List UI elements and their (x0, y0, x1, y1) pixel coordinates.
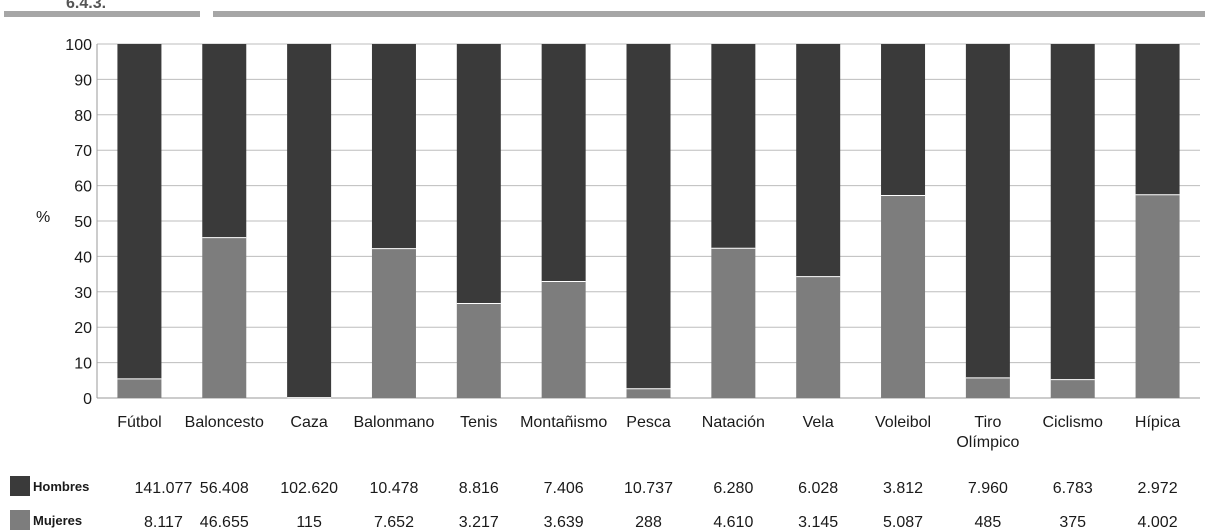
bar-hombres (965, 44, 1010, 378)
table-cell: 10.478 (369, 480, 418, 497)
table-cell: 115 (296, 514, 322, 531)
table-cell: 6.028 (798, 480, 838, 497)
bar-mujeres (371, 248, 416, 398)
table-cell: 8.117 (144, 514, 183, 531)
y-tick-label: 60 (74, 179, 92, 196)
legend-swatch-mujeres (10, 510, 30, 530)
bar-hombres (202, 44, 247, 238)
bar-hombres (1135, 44, 1180, 195)
y-tick-label: 10 (74, 356, 92, 373)
bar-hombres (117, 44, 162, 379)
bar-hombres (711, 44, 756, 249)
y-tick-label: 20 (74, 320, 92, 337)
table-cell: 4.610 (713, 514, 753, 531)
y-tick-label: 30 (74, 285, 92, 302)
bar-hombres (371, 44, 416, 249)
bar-mujeres (541, 281, 586, 398)
table-cell: 10.737 (624, 480, 673, 497)
x-tick-label: Fútbol (117, 414, 161, 431)
bar-mujeres (796, 276, 841, 398)
y-tick-label: 50 (74, 214, 92, 231)
table-cell: 141.077 (135, 480, 193, 497)
table-cell: 7.652 (374, 514, 414, 531)
bar-hombres (881, 44, 926, 196)
x-tick-label: Balonmano (353, 414, 434, 431)
bar-hombres (796, 44, 841, 277)
table-cell: 5.087 (883, 514, 923, 531)
section-number: 6.4.3. (66, 0, 106, 12)
table-cell: 46.655 (200, 514, 249, 531)
x-tick-label: Pesca (626, 414, 671, 431)
legend-label-mujeres: Mujeres (33, 513, 82, 528)
bars (117, 44, 1180, 399)
table-cell: 485 (975, 514, 1002, 531)
table-cell: 4.002 (1138, 514, 1178, 531)
table-cell: 375 (1059, 514, 1086, 531)
bar-mujeres (881, 195, 926, 398)
table-cell: 6.280 (713, 480, 753, 497)
bar-mujeres (626, 388, 671, 398)
table-cell: 102.620 (280, 480, 338, 497)
x-tick-label: Caza (290, 414, 327, 431)
table-cell: 7.406 (544, 480, 584, 497)
y-tick-label: 100 (65, 37, 92, 54)
table-cell: 2.972 (1138, 480, 1178, 497)
bar-mujeres (1050, 379, 1095, 398)
table-cell: 6.783 (1053, 480, 1093, 497)
y-tick-label: 80 (74, 108, 92, 125)
bar-mujeres (711, 248, 756, 398)
x-tick-label: Hípica (1135, 414, 1180, 431)
table-cell: 56.408 (200, 480, 249, 497)
bar-hombres (541, 44, 586, 282)
bar-mujeres (117, 378, 162, 398)
y-tick-label: 70 (74, 143, 92, 160)
legend-label-hombres: Hombres (33, 479, 89, 494)
bar-mujeres (1135, 194, 1180, 398)
y-tick-label: 0 (83, 391, 92, 408)
y-axis-label: % (36, 209, 50, 226)
x-tick-label: Baloncesto (185, 414, 264, 431)
y-tick-label: 90 (74, 72, 92, 89)
x-axis: Fútbol Baloncesto Caza Balonmano Tenis Montañ… (117, 414, 1180, 451)
data-table: Hombres 141.077 56.408 102.620 10.478 8.816 7.… (10, 476, 1178, 531)
table-cell: 288 (635, 514, 662, 531)
x-tick-label: Tenis (460, 414, 497, 431)
table-cell: 3.812 (883, 480, 923, 497)
bar-mujeres (456, 303, 501, 398)
legend-swatch-hombres (10, 476, 30, 496)
bar-hombres (626, 44, 671, 389)
header-rule-short (4, 11, 200, 17)
bar-mujeres (202, 237, 247, 398)
x-tick-label: Tiro Olímpico (956, 414, 1019, 451)
table-cell: 8.816 (459, 480, 499, 497)
x-tick-label: Natación (702, 414, 765, 431)
table-cell: 3.639 (544, 514, 584, 531)
bar-mujeres (965, 377, 1010, 398)
bar-hombres (287, 44, 332, 398)
header-rule-long (213, 11, 1205, 17)
x-tick-label: Vela (803, 414, 834, 431)
x-tick-label: Voleibol (875, 414, 931, 431)
x-tick-label: Ciclismo (1043, 414, 1104, 431)
bar-hombres (1050, 44, 1095, 380)
y-tick-label: 40 (74, 249, 92, 266)
table-cell: 7.960 (968, 480, 1008, 497)
y-axis: 0 10 20 30 40 50 60 70 80 90 100 (65, 37, 1200, 408)
table-cell: 3.145 (798, 514, 838, 531)
bar-hombres (456, 44, 501, 304)
table-cell: 3.217 (459, 514, 499, 531)
x-tick-label: Montañismo (520, 414, 607, 431)
